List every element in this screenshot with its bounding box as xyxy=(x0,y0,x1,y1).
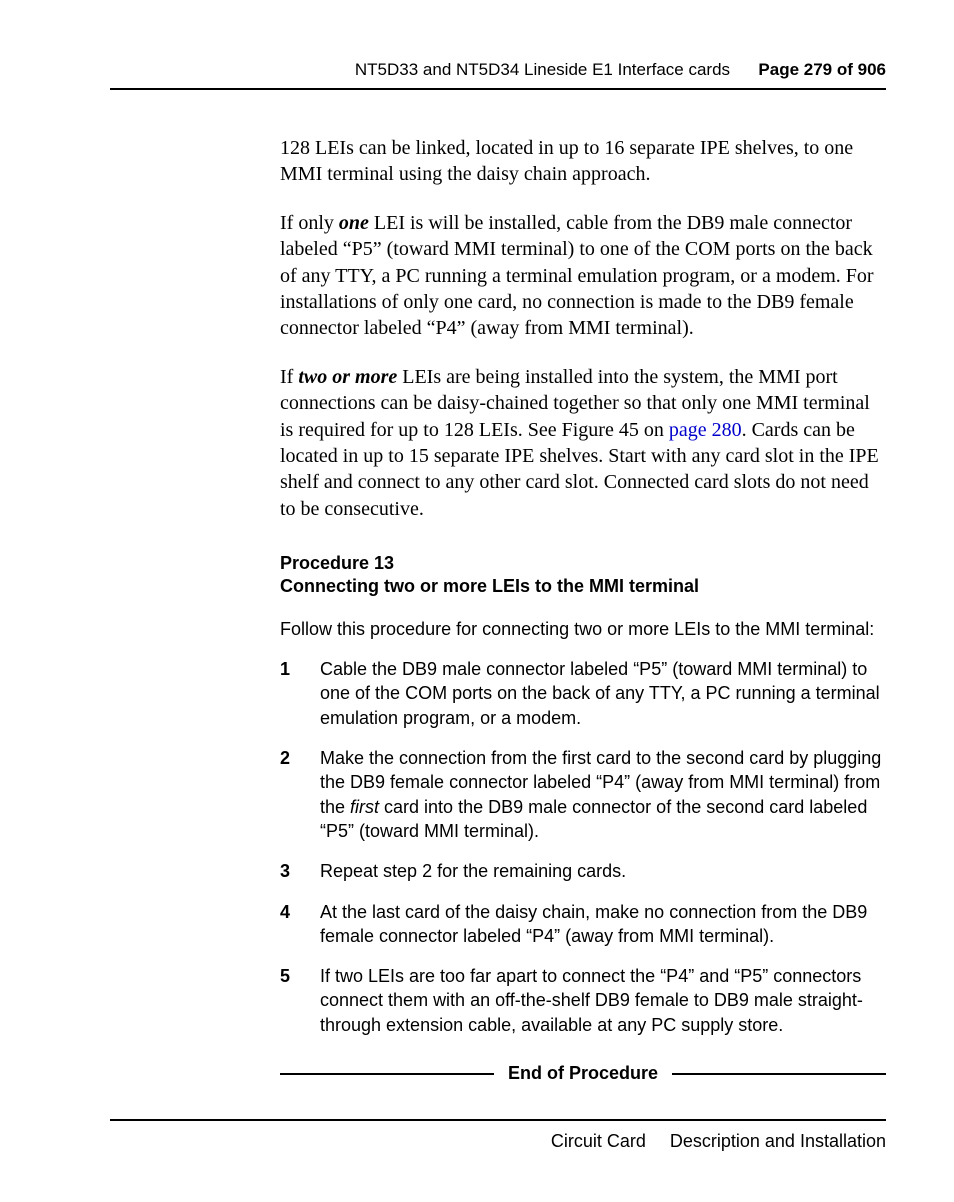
step-4-number: 4 xyxy=(280,900,290,924)
step-4: 4 At the last card of the daisy chain, m… xyxy=(280,900,886,949)
procedure-heading: Procedure 13 Connecting two or more LEIs… xyxy=(280,552,886,599)
step-3-number: 3 xyxy=(280,859,290,883)
end-of-procedure-label: End of Procedure xyxy=(494,1063,672,1084)
procedure-intro: Follow this procedure for connecting two… xyxy=(280,617,886,641)
page-number: Page 279 of 906 xyxy=(758,60,886,79)
p2-pre: If only xyxy=(280,212,339,234)
step-2-post: card into the DB9 male connector of the … xyxy=(320,797,867,841)
p3-pre: If xyxy=(280,366,298,388)
footer-left: Circuit Card xyxy=(551,1131,646,1151)
end-rule-left xyxy=(280,1073,494,1075)
paragraph-3: If two or more LEIs are being installed … xyxy=(280,364,886,522)
step-3-text: Repeat step 2 for the remaining cards. xyxy=(320,861,626,881)
content-area: 128 LEIs can be linked, located in up to… xyxy=(280,115,886,1084)
p2-post: LEI is will be installed, cable from the… xyxy=(280,212,874,340)
page: NT5D33 and NT5D34 Lineside E1 Interface … xyxy=(0,0,954,1202)
procedure-steps: 1 Cable the DB9 male connector labeled “… xyxy=(280,657,886,1037)
step-4-text: At the last card of the daisy chain, mak… xyxy=(320,902,867,946)
page-footer: Circuit Card Description and Installation xyxy=(110,1119,886,1152)
step-5-number: 5 xyxy=(280,964,290,988)
section-title: NT5D33 and NT5D34 Lineside E1 Interface … xyxy=(355,60,730,79)
footer-text: Circuit Card Description and Installation xyxy=(110,1131,886,1152)
paragraph-1: 128 LEIs can be linked, located in up to… xyxy=(280,135,886,188)
step-3: 3 Repeat step 2 for the remaining cards. xyxy=(280,859,886,883)
procedure-number: Procedure 13 xyxy=(280,552,886,575)
step-2: 2 Make the connection from the first car… xyxy=(280,746,886,843)
page-header: NT5D33 and NT5D34 Lineside E1 Interface … xyxy=(110,60,886,90)
step-1: 1 Cable the DB9 male connector labeled “… xyxy=(280,657,886,730)
header-text: NT5D33 and NT5D34 Lineside E1 Interface … xyxy=(110,60,886,80)
p3-emphasis-two-or-more: two or more xyxy=(298,366,397,388)
step-1-text: Cable the DB9 male connector labeled “P5… xyxy=(320,659,880,728)
step-2-number: 2 xyxy=(280,746,290,770)
procedure-title: Connecting two or more LEIs to the MMI t… xyxy=(280,575,886,598)
p2-emphasis-one: one xyxy=(339,212,369,234)
footer-right: Description and Installation xyxy=(670,1131,886,1151)
step-1-number: 1 xyxy=(280,657,290,681)
end-of-procedure: End of Procedure xyxy=(280,1063,886,1084)
step-2-emphasis-first: first xyxy=(350,797,379,817)
page-280-link[interactable]: page 280 xyxy=(669,419,742,441)
end-rule-right xyxy=(672,1073,886,1075)
paragraph-2: If only one LEI is will be installed, ca… xyxy=(280,210,886,342)
step-5: 5 If two LEIs are too far apart to conne… xyxy=(280,964,886,1037)
step-5-text: If two LEIs are too far apart to connect… xyxy=(320,966,863,1035)
